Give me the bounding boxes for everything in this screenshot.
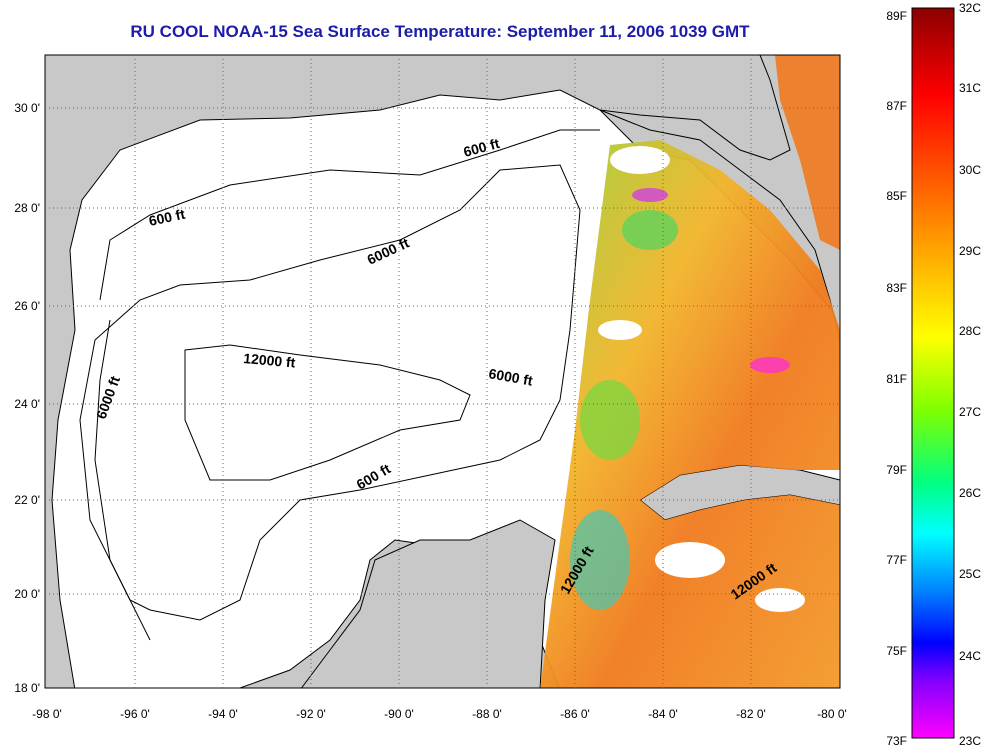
colorbar-f-label: 83F (886, 281, 907, 295)
colorbar-f-label: 75F (886, 644, 907, 658)
colorbar-c-label: 26C (959, 486, 981, 500)
map-title: RU COOL NOAA-15 Sea Surface Temperature:… (130, 22, 750, 41)
lon-tick-label: -80 0' (817, 707, 847, 721)
colorbar-c-label: 23C (959, 734, 981, 748)
map-border (44, 54, 841, 689)
cloud-gap (755, 588, 805, 612)
graticule (45, 55, 840, 688)
contour-12000ft (184, 344, 471, 481)
florida-land (599, 55, 840, 341)
cloud-gap (610, 146, 670, 174)
lat-tick-label: 24 0' (14, 397, 40, 411)
colorbar-f-label: 89F (886, 9, 907, 23)
lon-tick-label: -84 0' (648, 707, 678, 721)
colorbar-f-label: 87F (886, 99, 907, 113)
cloud-gap (598, 320, 642, 340)
colorbar-c-label: 24C (959, 649, 981, 663)
lat-tick-label: 20 0' (14, 587, 40, 601)
yucatan-land (300, 519, 556, 688)
cuba-land (639, 464, 840, 521)
cloud-gap (655, 542, 725, 578)
colorbar-c-label: 29C (959, 244, 981, 258)
lon-tick-label: -92 0' (296, 707, 326, 721)
lon-tick-label: -86 0' (560, 707, 590, 721)
cool-patch (622, 210, 678, 250)
lon-tick-label: -94 0' (208, 707, 238, 721)
contour-label: 6000 ft (487, 365, 534, 389)
colorbar (911, 7, 955, 739)
warm-patch (632, 188, 668, 202)
colorbar-c-label: 32C (959, 1, 981, 15)
colorbar-c-label: 30C (959, 163, 981, 177)
contour-600ft (99, 129, 600, 301)
colorbar-c-label: 25C (959, 567, 981, 581)
lon-tick-label: -82 0' (736, 707, 766, 721)
colorbar-f-label: 81F (886, 372, 907, 386)
contour-label: 600 ft (147, 206, 186, 229)
sst-data-east-strip (775, 55, 840, 250)
lon-tick-label: -88 0' (472, 707, 502, 721)
lat-tick-label: 28 0' (14, 201, 40, 215)
colorbar-f-label: 85F (886, 189, 907, 203)
colorbar-f-label: 77F (886, 553, 907, 567)
lat-tick-label: 22 0' (14, 493, 40, 507)
lat-tick-label: 26 0' (14, 299, 40, 313)
colorbar-f-label: 79F (886, 463, 907, 477)
colorbar-c-label: 31C (959, 81, 981, 95)
contour-6000ft (79, 164, 581, 621)
lon-tick-label: -90 0' (384, 707, 414, 721)
colorbar-c-label: 27C (959, 405, 981, 419)
colorbar-c-label: 28C (959, 324, 981, 338)
colorbar-f-label: 73F (886, 734, 907, 748)
lat-tick-label: 18 0' (14, 681, 40, 695)
cool-patch (580, 380, 640, 460)
warm-patch (750, 357, 790, 373)
lat-tick-label: 30 0' (14, 101, 40, 115)
contour-label: 12000 ft (243, 350, 297, 371)
lon-tick-label: -96 0' (120, 707, 150, 721)
lon-tick-label: -98 0' (32, 707, 62, 721)
cool-patch (570, 510, 630, 610)
